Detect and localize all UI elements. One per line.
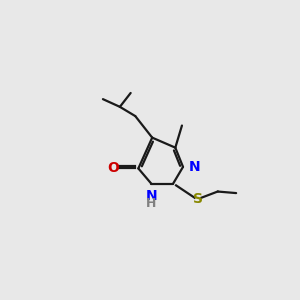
Text: N: N [188, 160, 200, 174]
Text: S: S [193, 192, 202, 206]
Text: H: H [146, 197, 157, 210]
Text: O: O [107, 161, 119, 175]
Text: N: N [146, 189, 157, 203]
